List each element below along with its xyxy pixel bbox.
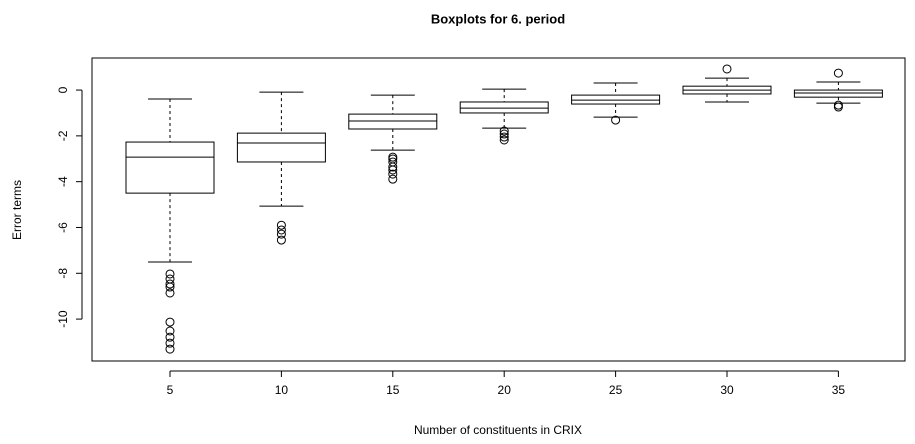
y-tick-label: -4	[56, 176, 70, 187]
x-tick-label: 35	[832, 383, 846, 397]
x-tick-label: 30	[720, 383, 734, 397]
outlier	[165, 288, 175, 298]
outlier	[833, 102, 843, 112]
box	[125, 141, 215, 194]
x-tick-label: 20	[498, 383, 512, 397]
outlier	[499, 126, 509, 136]
y-axis-label: Error terms	[10, 180, 24, 240]
chart-title: Boxplots for 6. period	[431, 11, 565, 26]
outlier	[388, 165, 398, 175]
outlier	[499, 135, 509, 145]
x-tick-label: 25	[609, 383, 623, 397]
outlier	[388, 169, 398, 179]
x-tick-label: 10	[275, 383, 289, 397]
outlier	[388, 162, 398, 172]
y-tick-label: -2	[56, 130, 70, 141]
outlier	[165, 317, 175, 327]
outlier	[276, 225, 286, 235]
outlier	[499, 129, 509, 139]
box	[571, 94, 661, 105]
box	[348, 113, 438, 130]
outlier	[722, 64, 732, 74]
y-tick-label: -6	[56, 222, 70, 233]
outlier	[388, 152, 398, 162]
outlier	[165, 344, 175, 354]
outlier	[165, 338, 175, 348]
outlier	[276, 220, 286, 230]
outlier	[833, 100, 843, 110]
x-tick-label: 15	[386, 383, 400, 397]
outlier	[499, 132, 509, 142]
outlier	[388, 174, 398, 184]
y-tick-label: -8	[56, 268, 70, 279]
outlier	[165, 269, 175, 279]
y-tick-label: -10	[56, 310, 70, 328]
outlier	[611, 115, 621, 125]
outlier	[276, 229, 286, 239]
outlier	[165, 282, 175, 292]
box	[236, 132, 326, 163]
outlier	[833, 68, 843, 78]
box	[793, 89, 883, 98]
outlier	[165, 332, 175, 342]
outlier	[276, 235, 286, 245]
outlier	[165, 279, 175, 289]
x-axis-label: Number of constituents in CRIX	[414, 423, 582, 437]
x-tick-label: 5	[167, 383, 174, 397]
box	[459, 101, 549, 114]
plot-frame	[91, 57, 906, 362]
y-tick-label: 0	[56, 86, 70, 93]
outlier	[165, 326, 175, 336]
